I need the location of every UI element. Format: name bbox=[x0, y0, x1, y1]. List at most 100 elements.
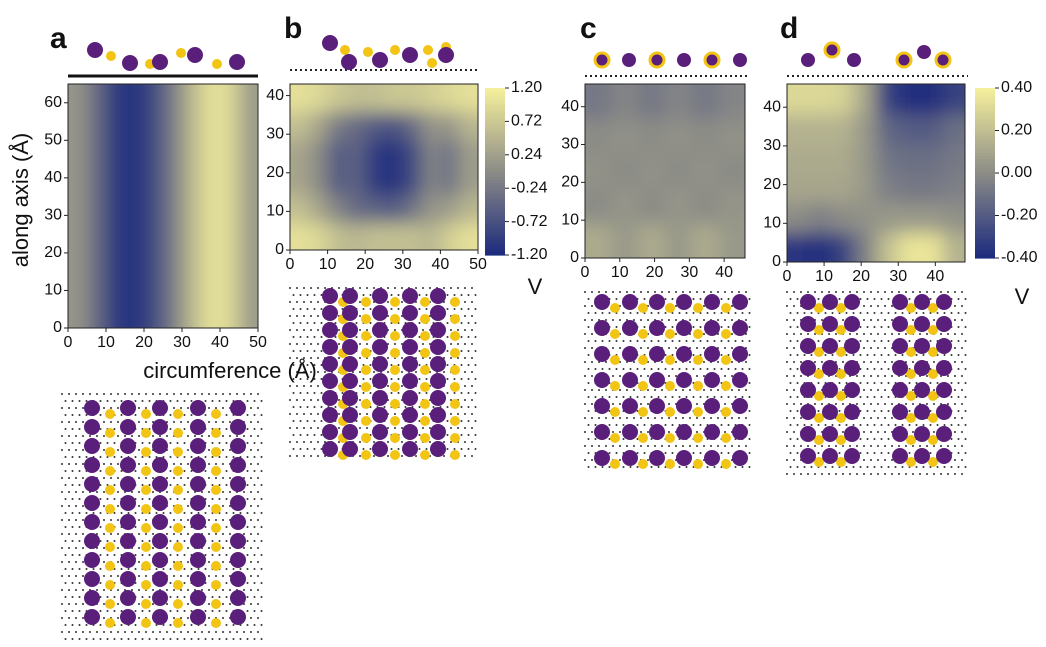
lattice-dot bbox=[145, 575, 147, 577]
lattice-dot bbox=[965, 340, 967, 342]
lattice-dot bbox=[867, 354, 869, 356]
heatmap-cell bbox=[403, 195, 422, 223]
lattice-dot bbox=[797, 298, 799, 300]
lattice-dot bbox=[731, 417, 733, 419]
lattice-dot bbox=[707, 368, 709, 370]
lattice-dot bbox=[314, 336, 316, 338]
lattice-dot bbox=[891, 375, 893, 377]
lattice-dot bbox=[138, 393, 140, 395]
lattice-dot bbox=[877, 417, 879, 419]
atom bbox=[420, 331, 430, 341]
lattice-dot bbox=[201, 393, 203, 395]
lattice-dot bbox=[187, 505, 189, 507]
lattice-dot bbox=[261, 596, 263, 598]
lattice-dot bbox=[257, 603, 259, 605]
heatmap bbox=[49, 65, 278, 347]
lattice-dot bbox=[370, 378, 372, 380]
lattice-dot bbox=[75, 505, 77, 507]
lattice-dot bbox=[68, 491, 70, 493]
lattice-dot bbox=[951, 438, 953, 440]
lattice-dot bbox=[75, 477, 77, 479]
lattice-dot bbox=[289, 441, 291, 443]
lattice-dot bbox=[588, 466, 590, 468]
lattice-dot bbox=[359, 427, 361, 429]
lattice-dot bbox=[293, 448, 295, 450]
lattice-dot bbox=[863, 319, 865, 321]
lattice-dot bbox=[640, 403, 642, 405]
heatmap-cell bbox=[665, 119, 692, 154]
lattice-dot bbox=[131, 435, 133, 437]
lattice-dot bbox=[138, 631, 140, 633]
atom bbox=[693, 381, 703, 391]
atom bbox=[230, 571, 246, 587]
lattice-dot bbox=[665, 312, 667, 314]
lattice-dot bbox=[65, 456, 67, 458]
atom bbox=[173, 580, 183, 590]
lattice-dot bbox=[930, 452, 932, 454]
lattice-dot bbox=[958, 312, 960, 314]
lattice-dot bbox=[359, 385, 361, 387]
lattice-dot bbox=[633, 389, 635, 391]
lattice-dot bbox=[289, 343, 291, 345]
lattice-dot bbox=[870, 305, 872, 307]
lattice-dot bbox=[296, 455, 298, 457]
atom bbox=[610, 381, 620, 391]
lattice-dot bbox=[672, 396, 674, 398]
lattice-dot bbox=[254, 568, 256, 570]
lattice-dot bbox=[68, 449, 70, 451]
lattice-dot bbox=[616, 452, 618, 454]
lattice-dot bbox=[447, 350, 449, 352]
lattice-dot bbox=[208, 617, 210, 619]
y-tick-label: 0 bbox=[275, 241, 284, 258]
atom bbox=[361, 433, 371, 443]
heatmap-cell bbox=[346, 65, 365, 113]
lattice-dot bbox=[626, 417, 628, 419]
lattice-dot bbox=[605, 389, 607, 391]
atom bbox=[844, 294, 860, 310]
lattice-dot bbox=[145, 631, 147, 633]
colorbar-tick-label: 0.24 bbox=[511, 146, 542, 163]
lattice-dot bbox=[208, 393, 210, 395]
lattice-dot bbox=[793, 305, 795, 307]
atom bbox=[152, 609, 168, 625]
lattice-dot bbox=[247, 414, 249, 416]
lattice-dot bbox=[923, 354, 925, 356]
lattice-dot bbox=[170, 484, 172, 486]
atom bbox=[430, 322, 446, 338]
lattice-dot bbox=[114, 456, 116, 458]
lattice-dot bbox=[700, 396, 702, 398]
lattice-dot bbox=[142, 596, 144, 598]
lattice-dot bbox=[961, 319, 963, 321]
lattice-dot bbox=[842, 319, 844, 321]
lattice-dot bbox=[205, 638, 207, 640]
lattice-dot bbox=[229, 491, 231, 493]
lattice-dot bbox=[317, 329, 319, 331]
heatmap-cell bbox=[898, 203, 921, 233]
atom bbox=[342, 373, 358, 389]
lattice-dot bbox=[707, 396, 709, 398]
lattice-dot bbox=[226, 470, 228, 472]
lattice-dot bbox=[749, 354, 751, 356]
lattice-dot bbox=[951, 354, 953, 356]
lattice-dot bbox=[61, 589, 63, 591]
atom bbox=[610, 407, 620, 417]
lattice-dot bbox=[250, 449, 252, 451]
lattice-dot bbox=[247, 554, 249, 556]
lattice-dot bbox=[457, 427, 459, 429]
lattice-dot bbox=[793, 361, 795, 363]
lattice-dot bbox=[61, 631, 63, 633]
lattice-dot bbox=[633, 319, 635, 321]
lattice-dot bbox=[387, 455, 389, 457]
lattice-dot bbox=[818, 410, 820, 412]
atom bbox=[892, 448, 908, 464]
lattice-dot bbox=[933, 445, 935, 447]
lattice-dot bbox=[335, 406, 337, 408]
atom bbox=[800, 294, 816, 310]
lattice-dot bbox=[644, 396, 646, 398]
atom bbox=[420, 297, 430, 307]
lattice-dot bbox=[317, 343, 319, 345]
lattice-dot bbox=[215, 463, 217, 465]
lattice-dot bbox=[117, 449, 119, 451]
lattice-dot bbox=[201, 435, 203, 437]
x-tick-label: 20 bbox=[356, 256, 374, 273]
